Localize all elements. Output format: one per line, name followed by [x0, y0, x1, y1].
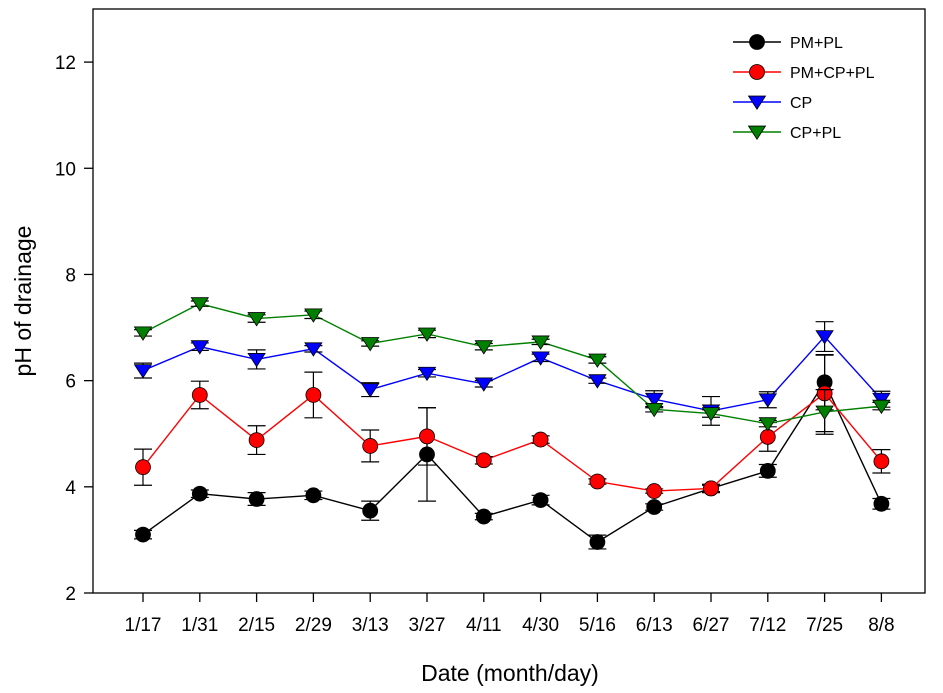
legend-item-2: CP: [733, 95, 812, 112]
data-point: [589, 534, 606, 550]
x-tick-label: 2/29: [295, 615, 332, 636]
data-point: [589, 473, 606, 490]
data-point: [474, 377, 494, 392]
legend-label: PM+PL: [790, 35, 843, 52]
data-point: [532, 492, 549, 508]
plot-border: [92, 8, 926, 594]
data-point: [644, 392, 664, 408]
series-line: [142, 392, 882, 492]
legend-item-3: CP+PL: [733, 125, 841, 142]
x-tick-label: 8/8: [868, 615, 894, 636]
series-3: [133, 297, 891, 435]
data-point: [248, 432, 265, 448]
x-tick-label: 6/27: [693, 615, 730, 636]
data-point: [531, 335, 550, 350]
data-point: [646, 483, 663, 499]
data-point: [305, 387, 322, 403]
x-tick-label: 3/13: [352, 615, 389, 636]
x-tick-label: 2/15: [238, 615, 275, 636]
data-point: [815, 405, 834, 420]
data-point: [475, 452, 492, 469]
data-point: [135, 526, 151, 543]
data-point: [417, 327, 437, 342]
legend-label: CP: [790, 95, 812, 112]
y-tick-label: 10: [55, 159, 76, 180]
x-tick-label: 3/27: [409, 615, 446, 636]
y-tick-label: 4: [65, 478, 76, 499]
data-point: [873, 495, 890, 512]
x-tick-label: 4/30: [522, 615, 559, 636]
data-point: [360, 337, 380, 352]
data-point: [646, 499, 663, 515]
x-axis-title: Date (month/day): [421, 660, 599, 686]
data-point: [759, 462, 776, 479]
data-point: [419, 428, 435, 445]
x-tick-label: 1/17: [125, 615, 162, 636]
data-point: [815, 330, 834, 345]
data-point: [247, 353, 266, 368]
data-point: [133, 364, 153, 379]
data-point: [872, 399, 891, 415]
x-tick-label: 7/25: [806, 615, 843, 636]
data-point: [247, 312, 266, 327]
data-point: [758, 417, 778, 432]
x-tick-label: 1/31: [181, 615, 218, 636]
data-point: [190, 340, 210, 355]
legend-item-1: PM+CP+PL: [733, 64, 875, 82]
legend-marker: [747, 125, 767, 140]
x-tick-label: 6/13: [636, 615, 673, 636]
data-point: [362, 502, 379, 519]
data-point: [248, 491, 265, 507]
series-1: [134, 354, 891, 499]
data-point: [701, 407, 721, 422]
data-point: [191, 485, 208, 502]
data-point: [305, 487, 322, 504]
data-point: [133, 326, 153, 341]
series-line: [142, 335, 882, 412]
data-point: [417, 366, 437, 382]
data-point: [588, 374, 607, 389]
data-point: [304, 342, 323, 357]
data-point: [588, 353, 607, 368]
data-point: [873, 453, 890, 470]
data-point: [191, 387, 208, 403]
data-point: [474, 340, 494, 355]
series-layer: [133, 297, 891, 550]
data-point: [304, 308, 323, 323]
data-point: [475, 508, 492, 525]
series-line: [142, 380, 883, 543]
x-tick-label: 5/16: [579, 615, 616, 636]
legend-marker: [747, 95, 767, 110]
data-point: [644, 402, 664, 418]
data-point: [135, 459, 151, 476]
series-0: [134, 354, 891, 550]
y-tick-label: 8: [65, 265, 76, 286]
data-point: [531, 351, 550, 366]
data-point: [703, 480, 719, 497]
y-tick-label: 12: [55, 53, 76, 74]
legend: PM+PL PM+CP+PL CP CP+PL: [733, 34, 875, 142]
legend-marker: [749, 64, 765, 80]
y-axis-title: pH of drainage: [10, 226, 36, 377]
legend-label: CP+PL: [790, 125, 841, 142]
data-point: [758, 393, 778, 408]
series-2: [133, 321, 891, 426]
x-axis: 1/17 1/31 2/15 2/29 3/13 3/27 4/11 4/30 5/16 6/13…: [125, 593, 895, 636]
data-point: [362, 438, 379, 454]
series-line: [142, 302, 882, 425]
legend-label: PM+CP+PL: [790, 65, 875, 82]
data-point: [532, 431, 549, 448]
data-point: [759, 429, 776, 445]
y-axis: 2 4 6 8 10 12: [55, 53, 93, 605]
plot-frame: [92, 8, 926, 594]
x-tick-label: 7/12: [749, 615, 786, 636]
x-tick-label: 4/11: [466, 615, 502, 636]
legend-item-0: PM+PL: [733, 34, 843, 52]
legend-marker: [749, 34, 765, 50]
data-point: [190, 297, 210, 312]
y-tick-label: 2: [65, 584, 76, 605]
y-tick-label: 6: [65, 372, 76, 393]
data-point: [360, 383, 380, 398]
